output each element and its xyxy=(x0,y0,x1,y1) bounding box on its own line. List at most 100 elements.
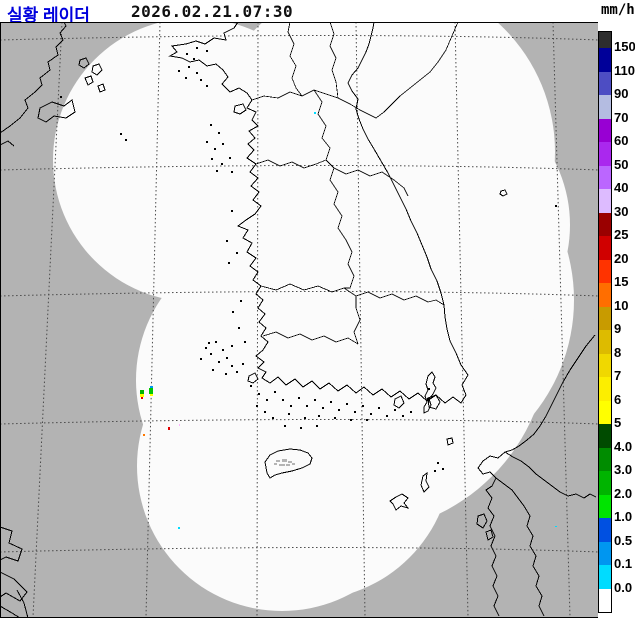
islet-speck xyxy=(288,413,290,415)
islet-speck xyxy=(256,405,258,407)
precipitation-echo xyxy=(150,394,153,396)
islet-speck xyxy=(410,411,412,413)
island-outline xyxy=(233,103,247,115)
legend-label: 0.5 xyxy=(614,532,633,548)
islet-speck xyxy=(242,363,244,365)
legend-color-segment xyxy=(599,541,611,565)
islet-speck xyxy=(226,357,228,359)
islet-speck xyxy=(215,341,217,343)
legend-color-segment xyxy=(599,142,611,166)
longitude-gridline xyxy=(552,22,571,618)
legend-label: 2.0 xyxy=(614,485,633,501)
province-border xyxy=(255,159,327,169)
islet-speck xyxy=(231,210,233,212)
islet-speck xyxy=(186,53,188,55)
legend-color-segment xyxy=(599,165,611,189)
latitude-gridline xyxy=(0,291,599,297)
islet-speck xyxy=(216,170,218,172)
islet-speck xyxy=(228,262,230,264)
legend-color-segment xyxy=(599,118,611,142)
legend-label: 15 xyxy=(614,273,629,289)
coastline xyxy=(168,22,469,404)
province-border xyxy=(343,287,445,306)
legend-label: 9 xyxy=(614,320,622,336)
observation-timestamp: 2026.02.21.07:30 xyxy=(131,2,294,21)
island-outline xyxy=(423,371,437,414)
islet-speck xyxy=(218,132,220,134)
island-outline xyxy=(427,394,441,410)
legend-label: 7 xyxy=(614,367,622,383)
precipitation-legend: mm/h 150 110 90 70 60 50 40 30 25 20 15 10 9 8 7 6 5 4.0 3… xyxy=(598,0,635,620)
radar-map xyxy=(0,22,599,618)
islet-speck xyxy=(60,96,62,98)
coastline xyxy=(495,477,545,617)
legend-label: 10 xyxy=(614,297,629,313)
page-title: 실황 레이더 xyxy=(7,6,90,25)
title-bar: 실황 레이더 2026.02.21.07:30 xyxy=(0,0,635,25)
legend-color-segment xyxy=(599,212,611,236)
islet-speck xyxy=(185,77,187,79)
islet-speck xyxy=(178,70,180,72)
legend-color-segment xyxy=(599,565,611,589)
coastline xyxy=(78,57,90,69)
islet-speck xyxy=(442,468,444,470)
province-border xyxy=(367,22,459,119)
legend-label: 20 xyxy=(614,250,629,266)
legend-label: 70 xyxy=(614,109,629,125)
legend-label: 90 xyxy=(614,85,629,101)
legend-color-segment xyxy=(599,32,611,48)
islet-speck xyxy=(231,171,233,173)
islet-speck xyxy=(206,141,208,143)
legend-label: 6 xyxy=(614,391,622,407)
islet-speck xyxy=(346,403,348,405)
islet-speck xyxy=(386,415,388,417)
legend-label: 40 xyxy=(614,179,629,195)
precipitation-echo xyxy=(168,427,170,430)
coastline xyxy=(0,571,28,602)
islet-speck xyxy=(306,405,308,407)
legend-label: 5 xyxy=(614,414,622,430)
islet-speck xyxy=(304,417,306,419)
province-border xyxy=(287,22,303,97)
islet-speck xyxy=(196,72,198,74)
islet-speck xyxy=(402,415,404,417)
islet-speck xyxy=(338,409,340,411)
islet-speck xyxy=(282,399,284,401)
precipitation-echo xyxy=(150,386,153,388)
islet-speck xyxy=(298,397,300,399)
legend-color-segment xyxy=(599,306,611,330)
islet-speck xyxy=(437,462,439,464)
islet-speck xyxy=(125,139,127,141)
precipitation-echo xyxy=(178,527,180,529)
radar-map-svg xyxy=(0,22,599,618)
islet-speck xyxy=(274,391,276,393)
islet-speck xyxy=(231,345,233,347)
islet-speck xyxy=(272,417,274,419)
coastline xyxy=(97,83,106,93)
legend-label: 60 xyxy=(614,132,629,148)
islet-speck xyxy=(210,124,212,126)
precipitation-echo xyxy=(141,397,143,399)
legend-label: 3.0 xyxy=(614,461,633,477)
islet-speck xyxy=(290,405,292,407)
coastline xyxy=(476,513,488,529)
islet-speck xyxy=(378,407,380,409)
islet-speck xyxy=(188,66,190,68)
precipitation-echo xyxy=(140,390,144,394)
island-outline xyxy=(420,471,430,493)
island-outline xyxy=(264,448,313,479)
islet-speck xyxy=(284,425,286,427)
legend-color-segment xyxy=(599,424,611,448)
precipitation-echo xyxy=(179,424,180,426)
latitude-gridline xyxy=(0,165,599,171)
legend-color-segment xyxy=(599,494,611,518)
coastline xyxy=(91,63,103,76)
islet-speck xyxy=(238,327,240,329)
legend-color-segment xyxy=(599,71,611,95)
legend-color-segment xyxy=(599,353,611,377)
islet-speck xyxy=(200,358,202,360)
province-border xyxy=(262,331,359,345)
islet-speck xyxy=(229,157,231,159)
province-border xyxy=(329,22,339,99)
islet-speck xyxy=(225,373,227,375)
